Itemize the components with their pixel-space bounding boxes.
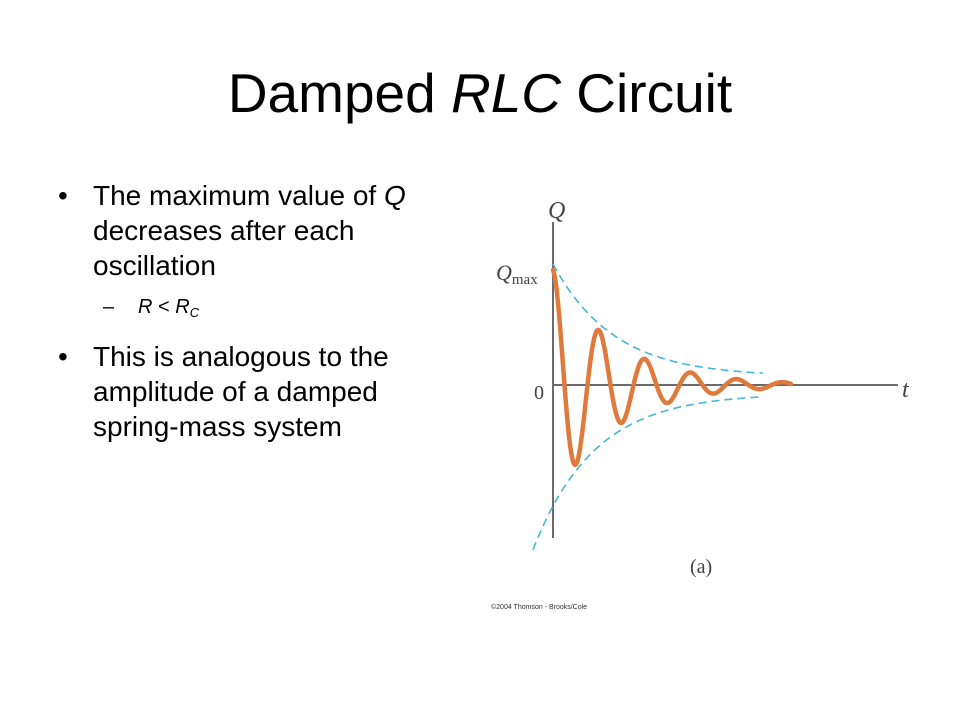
- figure-caption: (a): [690, 556, 712, 578]
- damped-oscillation-graph: Q Qmax 0 t (a): [496, 198, 910, 578]
- title-prefix: Damped: [227, 62, 451, 124]
- sub-bullet-dash: –: [103, 296, 115, 318]
- lower-envelope: [532, 396, 764, 551]
- slide-title: Damped RLC Circuit: [0, 58, 960, 128]
- q-max-label: Qmax: [496, 260, 538, 288]
- bullet-text-italic: Q: [384, 180, 406, 211]
- sub-bullet-operator: <: [152, 296, 176, 318]
- bullet-marker: •: [58, 341, 68, 372]
- q-max-symbol: Q: [496, 260, 512, 285]
- bullet-marker: •: [58, 180, 68, 211]
- bullet-text-post: decreases after each oscillation: [93, 215, 355, 281]
- sub-bullet-lhs: R: [138, 296, 153, 318]
- x-axis-label: t: [902, 377, 910, 403]
- bullet-item-2: • This is analogous to the amplitude of a…: [58, 339, 458, 444]
- zero-label: 0: [534, 382, 544, 404]
- charge-curve: [550, 267, 794, 468]
- title-suffix: Circuit: [561, 62, 733, 124]
- sub-bullet-rhs: R: [175, 296, 190, 318]
- bullet-list: • The maximum value of Q decreases after …: [58, 178, 458, 444]
- title-italic: RLC: [451, 62, 562, 124]
- y-axis-label: Q: [548, 198, 565, 224]
- q-max-subscript: max: [512, 272, 538, 288]
- bullet-text-pre: The maximum value of: [93, 180, 384, 211]
- copyright-credit: ©2004 Thomson - Brooks/Cole: [491, 604, 588, 611]
- sub-bullet-item: – R < RC: [58, 292, 458, 328]
- upper-envelope: [552, 263, 764, 374]
- bullet-item-1: • The maximum value of Q decreases after …: [58, 178, 458, 283]
- bullet-text: This is analogous to the amplitude of a …: [93, 341, 389, 442]
- sub-bullet-rhs-subscript: C: [189, 305, 200, 320]
